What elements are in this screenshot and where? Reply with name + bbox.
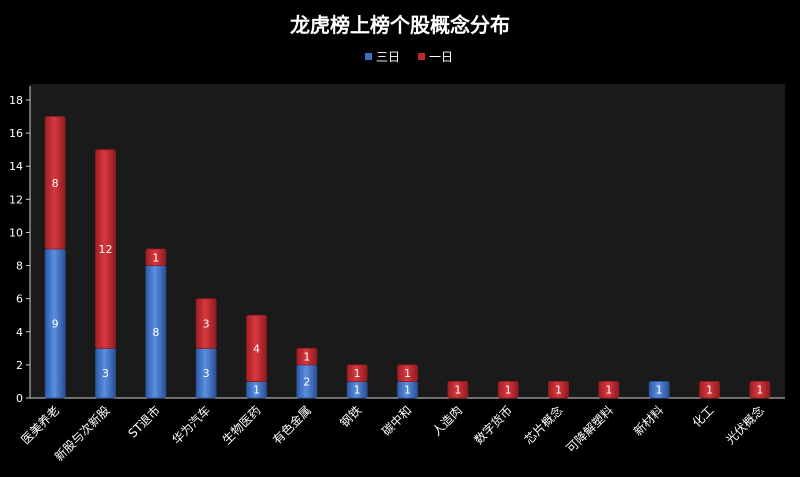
legend: 三日 一日 <box>365 50 453 64</box>
bar-yi-ri <box>548 381 569 399</box>
bar-yi-ri <box>246 314 267 382</box>
x-tick-label: 华为汽车 <box>169 403 214 448</box>
legend-label: 一日 <box>429 50 453 64</box>
bar-yi-ri <box>44 116 66 250</box>
data-label: 8 <box>152 326 159 339</box>
bar-yi-ri <box>95 149 116 349</box>
x-tick-label: 数字货币 <box>471 403 516 448</box>
y-tick-label: 14 <box>9 160 23 173</box>
x-tick-label: 人造肉 <box>430 403 465 438</box>
data-label: 1 <box>505 384 512 397</box>
data-label: 1 <box>354 367 361 380</box>
y-tick-label: 18 <box>9 94 23 107</box>
x-tick-label: 光伏概念 <box>722 403 767 448</box>
x-tick-label: ST退市 <box>125 403 163 441</box>
bar-yi-ri <box>447 381 469 399</box>
data-label: 12 <box>99 243 113 256</box>
data-label: 8 <box>52 177 59 190</box>
data-label: 1 <box>404 384 411 397</box>
x-tick-label: 新材料 <box>630 403 666 439</box>
x-tick-label: 芯片概念 <box>521 403 566 448</box>
y-tick-label: 8 <box>16 260 23 273</box>
data-label: 1 <box>605 384 612 397</box>
y-tick-label: 2 <box>16 359 23 372</box>
bar-yi-ri <box>195 298 217 349</box>
chart-title: 龙虎榜上榜个股概念分布 <box>290 13 510 37</box>
data-label: 1 <box>152 251 159 264</box>
data-label: 9 <box>52 318 59 331</box>
bar-yi-ri <box>346 364 368 382</box>
bar-yi-ri <box>397 364 418 382</box>
data-label: 1 <box>555 384 562 397</box>
bar-yi-ri <box>296 347 318 366</box>
x-tick-label: 钢铁 <box>337 403 364 430</box>
x-tick-label: 化工 <box>690 403 717 430</box>
plot-background <box>30 84 785 398</box>
data-label: 1 <box>706 384 713 397</box>
x-tick-label: 医美养老 <box>18 403 63 448</box>
data-label: 4 <box>253 342 260 355</box>
x-tick-label: 碳中和 <box>379 403 415 439</box>
x-tick-label: 生物医药 <box>220 403 264 447</box>
x-tick-label: 可降解塑料 <box>563 403 616 456</box>
data-label: 1 <box>303 351 310 364</box>
bar-san-ri <box>648 381 670 399</box>
data-label: 1 <box>354 384 361 397</box>
legend-swatch <box>365 53 372 60</box>
bar-yi-ri <box>497 381 519 399</box>
bar-yi-ri <box>145 248 167 266</box>
data-label: 1 <box>656 384 663 397</box>
data-label: 2 <box>303 375 310 388</box>
data-label: 1 <box>404 367 411 380</box>
x-tick-label: 有色金属 <box>269 403 314 448</box>
data-label: 3 <box>203 367 210 380</box>
bars: 9 8 3 12 8 1 3 3 1 4 2 1 1 1 1 1 1 1 1 1 1 1 1 <box>44 116 771 399</box>
data-label: 3 <box>102 367 109 380</box>
bar-yi-ri <box>699 381 720 399</box>
bar-yi-ri <box>598 381 620 399</box>
y-tick-label: 10 <box>9 226 23 239</box>
data-label: 1 <box>253 384 260 397</box>
y-tick-label: 4 <box>16 326 23 339</box>
y-tick-label: 12 <box>9 193 23 206</box>
data-label: 1 <box>454 384 461 397</box>
data-label: 3 <box>203 318 210 331</box>
bar-yi-ri <box>749 381 771 399</box>
y-tick-label: 6 <box>16 293 23 306</box>
y-tick-label: 0 <box>16 392 23 405</box>
legend-label: 三日 <box>376 50 400 64</box>
y-axis: 0 2 4 6 8 10 12 14 16 18 <box>9 86 31 405</box>
legend-swatch <box>418 53 425 60</box>
y-tick-label: 16 <box>9 127 23 140</box>
data-label: 1 <box>756 384 763 397</box>
